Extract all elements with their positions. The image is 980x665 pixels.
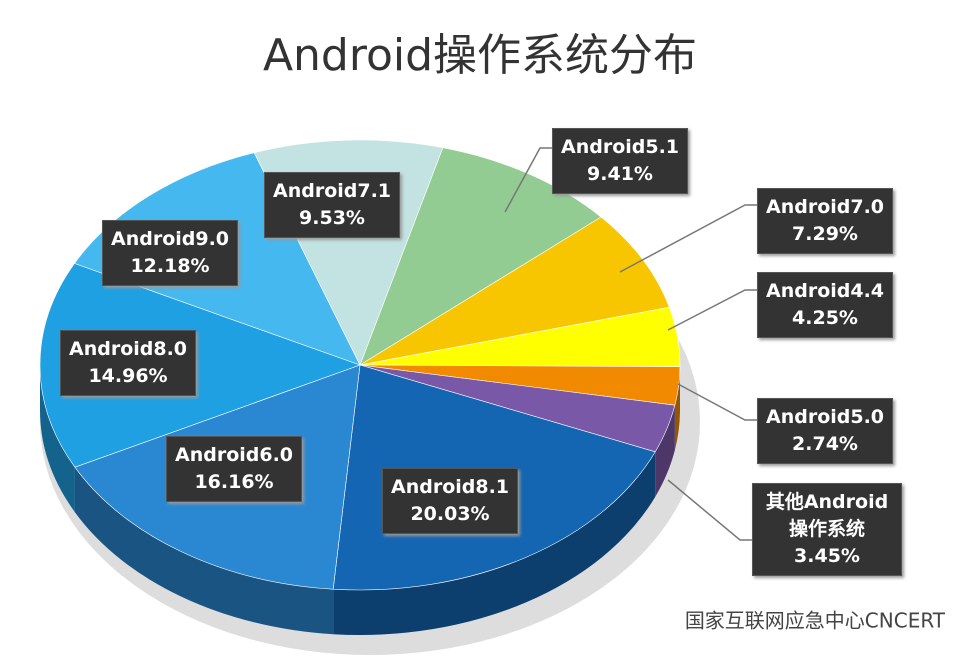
leader-line xyxy=(504,147,552,213)
data-label: Android6.0 16.16% xyxy=(166,436,303,502)
label-value: 4.25% xyxy=(792,307,858,329)
leader-line xyxy=(667,479,752,541)
label-name: Android8.1 xyxy=(391,476,510,498)
label-name: Android6.0 xyxy=(175,444,294,466)
label-value: 9.41% xyxy=(587,163,653,185)
data-label: Android4.4 4.25% xyxy=(757,272,894,338)
data-label: Android5.1 9.41% xyxy=(552,128,689,194)
label-value: 12.18% xyxy=(130,255,210,277)
data-label: Android5.0 2.74% xyxy=(757,398,894,464)
label-name: 其他Android操作系统 xyxy=(765,491,889,540)
watermark: 国家互联网应急中心CNCERT xyxy=(685,609,946,633)
pie-side xyxy=(333,451,656,636)
leader-line xyxy=(667,289,757,331)
label-value: 9.53% xyxy=(299,207,365,229)
pie-slice xyxy=(359,147,602,366)
pie-side xyxy=(674,366,680,451)
data-label: Android8.0 14.96% xyxy=(60,330,197,396)
data-label: Android7.0 7.29% xyxy=(757,188,894,254)
pie-slice xyxy=(39,263,361,468)
label-name: Android9.0 xyxy=(111,228,230,250)
chart-title: Android操作系统分布 xyxy=(263,30,697,81)
label-name: Android8.0 xyxy=(69,338,188,360)
label-name: Android5.0 xyxy=(766,406,885,428)
data-label: 其他Android操作系统 3.45% xyxy=(752,483,902,576)
data-label: Android7.1 9.53% xyxy=(264,172,401,238)
label-value: 7.29% xyxy=(792,223,858,245)
data-label: Android8.1 20.03% xyxy=(382,468,519,534)
label-name: Android5.1 xyxy=(561,136,680,158)
leader-line xyxy=(619,204,757,273)
label-name: Android4.4 xyxy=(766,280,885,302)
data-label: Android9.0 12.18% xyxy=(102,220,239,286)
leader-line xyxy=(677,383,757,421)
label-value: 3.45% xyxy=(794,545,860,567)
pie-side xyxy=(74,467,334,635)
label-name: Android7.1 xyxy=(273,180,392,202)
label-value: 14.96% xyxy=(88,365,168,387)
pie-side xyxy=(655,405,675,497)
label-name: Android7.0 xyxy=(766,196,885,218)
label-value: 20.03% xyxy=(410,503,490,525)
label-value: 16.16% xyxy=(194,471,274,493)
label-value: 2.74% xyxy=(792,433,858,455)
